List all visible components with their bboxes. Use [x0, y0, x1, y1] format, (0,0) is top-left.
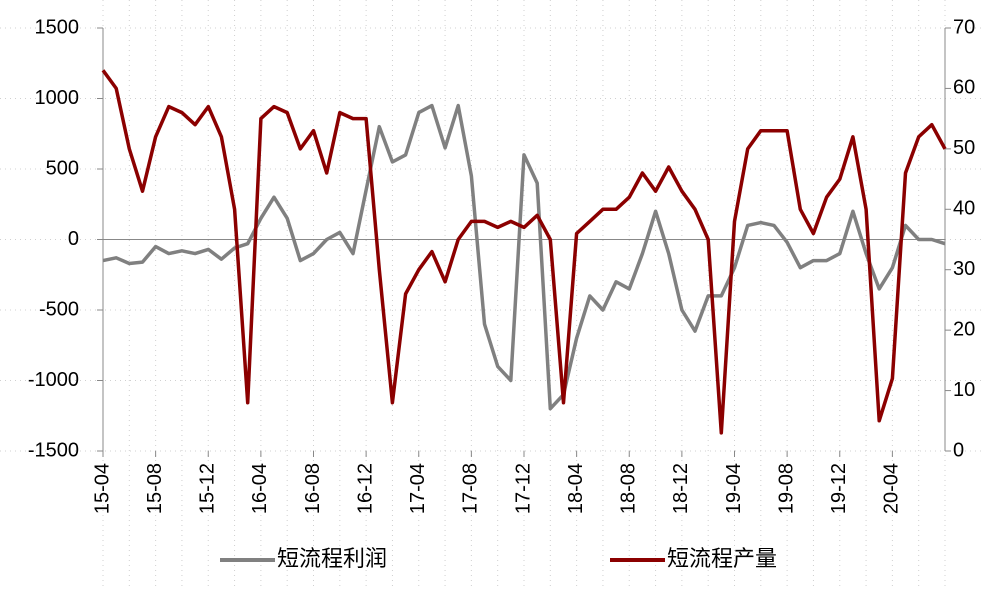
x-tick-label: 19-08: [775, 463, 797, 514]
x-tick-label: 15-12: [197, 463, 219, 514]
y-tick-label: -500: [39, 298, 79, 320]
y2-tick-label: 50: [953, 137, 975, 159]
x-tick-label: 17-04: [407, 463, 429, 514]
y-tick-label: -1000: [28, 369, 79, 391]
x-tick-label: 15-04: [91, 463, 113, 514]
x-tick-label: 19-12: [828, 463, 850, 514]
y2-tick-label: 30: [953, 258, 975, 280]
series-line: [101, 69, 947, 435]
y-tick-label: 1000: [35, 87, 80, 109]
x-tick-label: 15-08: [144, 463, 166, 514]
legend-label: 短流程利润: [277, 546, 387, 571]
x-tick-label: 20-04: [881, 463, 903, 514]
x-tick-label: 16-04: [249, 463, 271, 514]
x-tick-label: 19-04: [723, 463, 745, 514]
y-tick-label: -1500: [28, 439, 79, 461]
x-tick-label: 16-12: [354, 463, 376, 514]
x-tick-label: 17-12: [512, 463, 534, 514]
x-tick-label: 17-08: [460, 463, 482, 514]
y2-tick-label: 20: [953, 318, 975, 340]
x-tick-label: 18-12: [670, 463, 692, 514]
y2-tick-label: 0: [953, 439, 964, 461]
y-tick-label: 1500: [35, 16, 80, 38]
y-tick-label: 500: [46, 157, 79, 179]
x-tick-label: 16-08: [302, 463, 324, 514]
y2-tick-label: 10: [953, 379, 975, 401]
x-tick-label: 18-08: [618, 463, 640, 514]
series-line: [102, 103, 946, 411]
legend-label: 短流程产量: [667, 546, 777, 571]
y2-tick-label: 70: [953, 16, 975, 38]
x-tick-label: 18-04: [565, 463, 587, 514]
y2-tick-label: 60: [953, 77, 975, 99]
y2-tick-label: 40: [953, 198, 975, 220]
y-tick-label: 0: [68, 228, 79, 250]
